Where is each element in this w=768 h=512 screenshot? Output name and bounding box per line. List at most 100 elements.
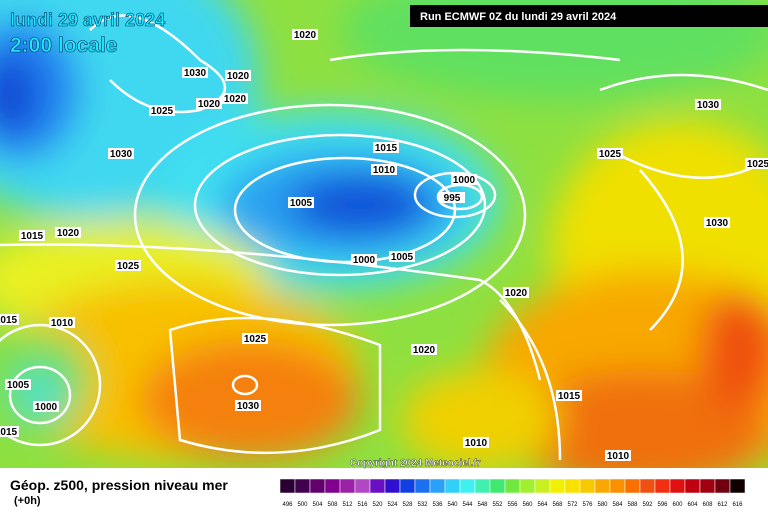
isobar-label: 1000 bbox=[453, 175, 476, 186]
isobar-label: 1030 bbox=[706, 218, 729, 229]
colorbar-tick-label: 592 bbox=[642, 502, 653, 508]
isobar-label: 1005 bbox=[391, 252, 414, 263]
run-label-box bbox=[410, 5, 768, 27]
colorbar-tick-label: 504 bbox=[312, 502, 323, 508]
isobar-label: 1030 bbox=[697, 100, 720, 111]
colorbar-swatch bbox=[309, 478, 326, 494]
colorbar-tick-label: 524 bbox=[387, 502, 398, 508]
isobar-label: 1015 bbox=[0, 427, 18, 438]
isobar-label: 1020 bbox=[198, 99, 221, 110]
colorbar-tick-label: 568 bbox=[552, 502, 563, 508]
colorbar-tick-label: 556 bbox=[507, 502, 518, 508]
colorbar-swatch bbox=[624, 478, 641, 494]
title: lundi 29 avril 2024 bbox=[10, 10, 165, 30]
colorbar-swatch bbox=[654, 478, 671, 494]
colorbar-swatch bbox=[444, 478, 461, 494]
colorbar-swatch bbox=[384, 478, 401, 494]
colorbar-tick-label: 520 bbox=[372, 502, 383, 508]
colorbar-tick-label: 500 bbox=[297, 502, 308, 508]
isobar-label: 995 bbox=[444, 193, 461, 204]
isobar-label: 1015 bbox=[21, 231, 44, 242]
isobar-label: 1020 bbox=[413, 345, 436, 356]
isobar-label-bg bbox=[108, 148, 134, 159]
colorbar-tick-label: 508 bbox=[327, 502, 338, 508]
isobar-label: 1025 bbox=[151, 106, 174, 117]
isobar-label-bg bbox=[235, 400, 261, 411]
colorbar-tick-label: 552 bbox=[492, 502, 503, 508]
colorbar-tick-label: 604 bbox=[687, 502, 698, 508]
colorbar-swatch bbox=[534, 478, 551, 494]
colorbar-swatch bbox=[504, 478, 521, 494]
colorbar-tick-label: 528 bbox=[402, 502, 413, 508]
colorbar-swatch bbox=[324, 478, 341, 494]
colorbar-tick-label: 544 bbox=[462, 502, 473, 508]
isobar-label-bg bbox=[5, 379, 31, 390]
colorbar-swatch bbox=[399, 478, 416, 494]
isobar-label: 1015 bbox=[375, 143, 398, 154]
colorbar-tick-label: 536 bbox=[432, 502, 443, 508]
colorbar-swatch bbox=[669, 478, 686, 494]
colorbar-tick-label: 496 bbox=[282, 502, 293, 508]
colorbar-tick-label: 596 bbox=[657, 502, 668, 508]
isobar-label-bg bbox=[745, 158, 768, 169]
isobar-label-bg bbox=[439, 192, 465, 203]
colorbar-tick-label: 560 bbox=[522, 502, 533, 508]
isobar-label-bg bbox=[292, 29, 318, 40]
colorbar-swatch bbox=[564, 478, 581, 494]
colorbar-tick-label: 576 bbox=[582, 502, 593, 508]
legend-sublabel: (+0h) bbox=[14, 495, 41, 507]
isobar-label: 1010 bbox=[51, 318, 74, 329]
isobar-label: 1010 bbox=[465, 438, 488, 449]
isobar-label: 1005 bbox=[290, 198, 313, 209]
colorbar-swatch bbox=[459, 478, 476, 494]
colorbar-swatch bbox=[699, 478, 716, 494]
colorbar-swatch bbox=[489, 478, 506, 494]
isobar-label: 1020 bbox=[227, 71, 250, 82]
isobar-label-bg bbox=[242, 333, 268, 344]
isobar-label-bg bbox=[503, 287, 529, 298]
colorbar-swatch bbox=[549, 478, 566, 494]
colorbar-tick-label: 612 bbox=[717, 502, 728, 508]
isobar-label-bg bbox=[351, 254, 377, 265]
run-label: Run ECMWF 0Z du lundi 29 avril 2024 bbox=[420, 11, 617, 23]
isobar-label: 1030 bbox=[184, 68, 207, 79]
colorbar-swatch bbox=[519, 478, 536, 494]
colorbar-tick-label: 548 bbox=[477, 502, 488, 508]
isobar-label: 1000 bbox=[35, 402, 58, 413]
colorbar-swatch bbox=[609, 478, 626, 494]
colorbar-swatch bbox=[354, 478, 371, 494]
isobar-label: 1025 bbox=[599, 149, 622, 160]
isobar-label-bg bbox=[33, 401, 59, 412]
isobar-label: 1030 bbox=[237, 401, 260, 412]
isobar-label-bg bbox=[389, 251, 415, 262]
isobar-label-bg bbox=[19, 230, 45, 241]
colorbar-tick-label: 616 bbox=[732, 502, 743, 508]
isobar-label-bg bbox=[0, 314, 19, 325]
colorbar-tick-label: 600 bbox=[672, 502, 683, 508]
colorbar-swatch bbox=[639, 478, 656, 494]
colorbar-swatch bbox=[729, 478, 746, 494]
isobar-label-bg bbox=[463, 437, 489, 448]
isobar-label-bg bbox=[605, 450, 631, 461]
colorbar-swatch bbox=[714, 478, 731, 494]
isobar-label: 1025 bbox=[244, 334, 267, 345]
colorbar-swatch bbox=[294, 478, 311, 494]
colorbar-swatch bbox=[684, 478, 701, 494]
isobar-label: 1020 bbox=[224, 94, 247, 105]
isobar-label: 1015 bbox=[558, 391, 581, 402]
isobar-label: 1030 bbox=[110, 149, 133, 160]
colorbar-swatch bbox=[369, 478, 386, 494]
isobar-label-bg bbox=[222, 93, 248, 104]
isobar-label: 1020 bbox=[505, 288, 528, 299]
isobar-label-bg bbox=[225, 70, 251, 81]
isobar-label-bg bbox=[451, 174, 477, 185]
isobar-label-bg bbox=[0, 426, 19, 437]
colorbar-tick-label: 580 bbox=[597, 502, 608, 508]
colorbar-swatch bbox=[594, 478, 611, 494]
isobar-label: 1025 bbox=[117, 261, 140, 272]
isobar-label-bg bbox=[288, 197, 314, 208]
colorbar-tick-label: 532 bbox=[417, 502, 428, 508]
isobar-label-bg bbox=[371, 164, 397, 175]
isobar-label-bg bbox=[373, 142, 399, 153]
isobar-label: 1010 bbox=[373, 165, 396, 176]
